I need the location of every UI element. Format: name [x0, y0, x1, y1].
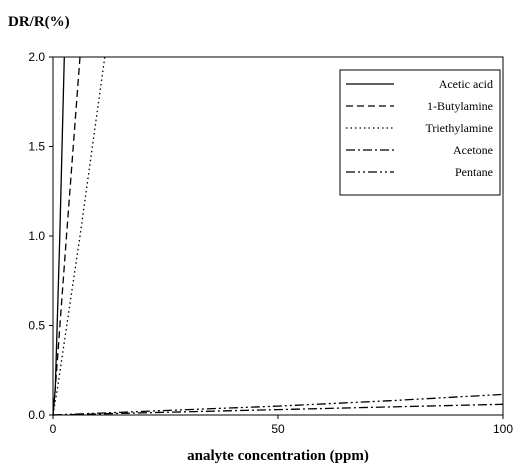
x-tick-label: 0 — [50, 422, 57, 436]
series-line-3 — [52, 403, 504, 416]
series-line-1 — [52, 56, 81, 416]
y-tick-label: 0.0 — [28, 408, 45, 422]
series-line-4 — [52, 393, 504, 416]
legend-label-0: Acetic acid — [439, 77, 493, 91]
series-group — [52, 56, 504, 416]
x-axis: 0 50 100 — [50, 415, 513, 436]
y-tick-label: 0.5 — [28, 319, 45, 333]
y-tick-label: 2.0 — [28, 50, 45, 64]
legend-box — [339, 69, 501, 196]
legend-label-4: Pentane — [455, 165, 493, 179]
y-tick-label: 1.5 — [28, 140, 45, 154]
series-line-2 — [52, 56, 106, 416]
legend-label-3: Acetone — [453, 143, 493, 157]
x-tick-label: 100 — [493, 422, 513, 436]
legend-label-1: 1-Butylamine — [427, 99, 493, 113]
y-axis-label: DR/R(%) — [8, 14, 70, 30]
x-axis-label: analyte concentration (ppm) — [187, 448, 369, 464]
y-tick-label: 1.0 — [28, 229, 45, 243]
legend: Acetic acid 1-Butylamine Triethylamine Acet… — [339, 69, 501, 196]
x-tick-label: 50 — [271, 422, 285, 436]
series-line-0 — [52, 56, 65, 416]
y-axis: 0.0 0.5 1.0 1.5 2.0 — [28, 50, 53, 422]
legend-label-2: Triethylamine — [425, 121, 493, 135]
